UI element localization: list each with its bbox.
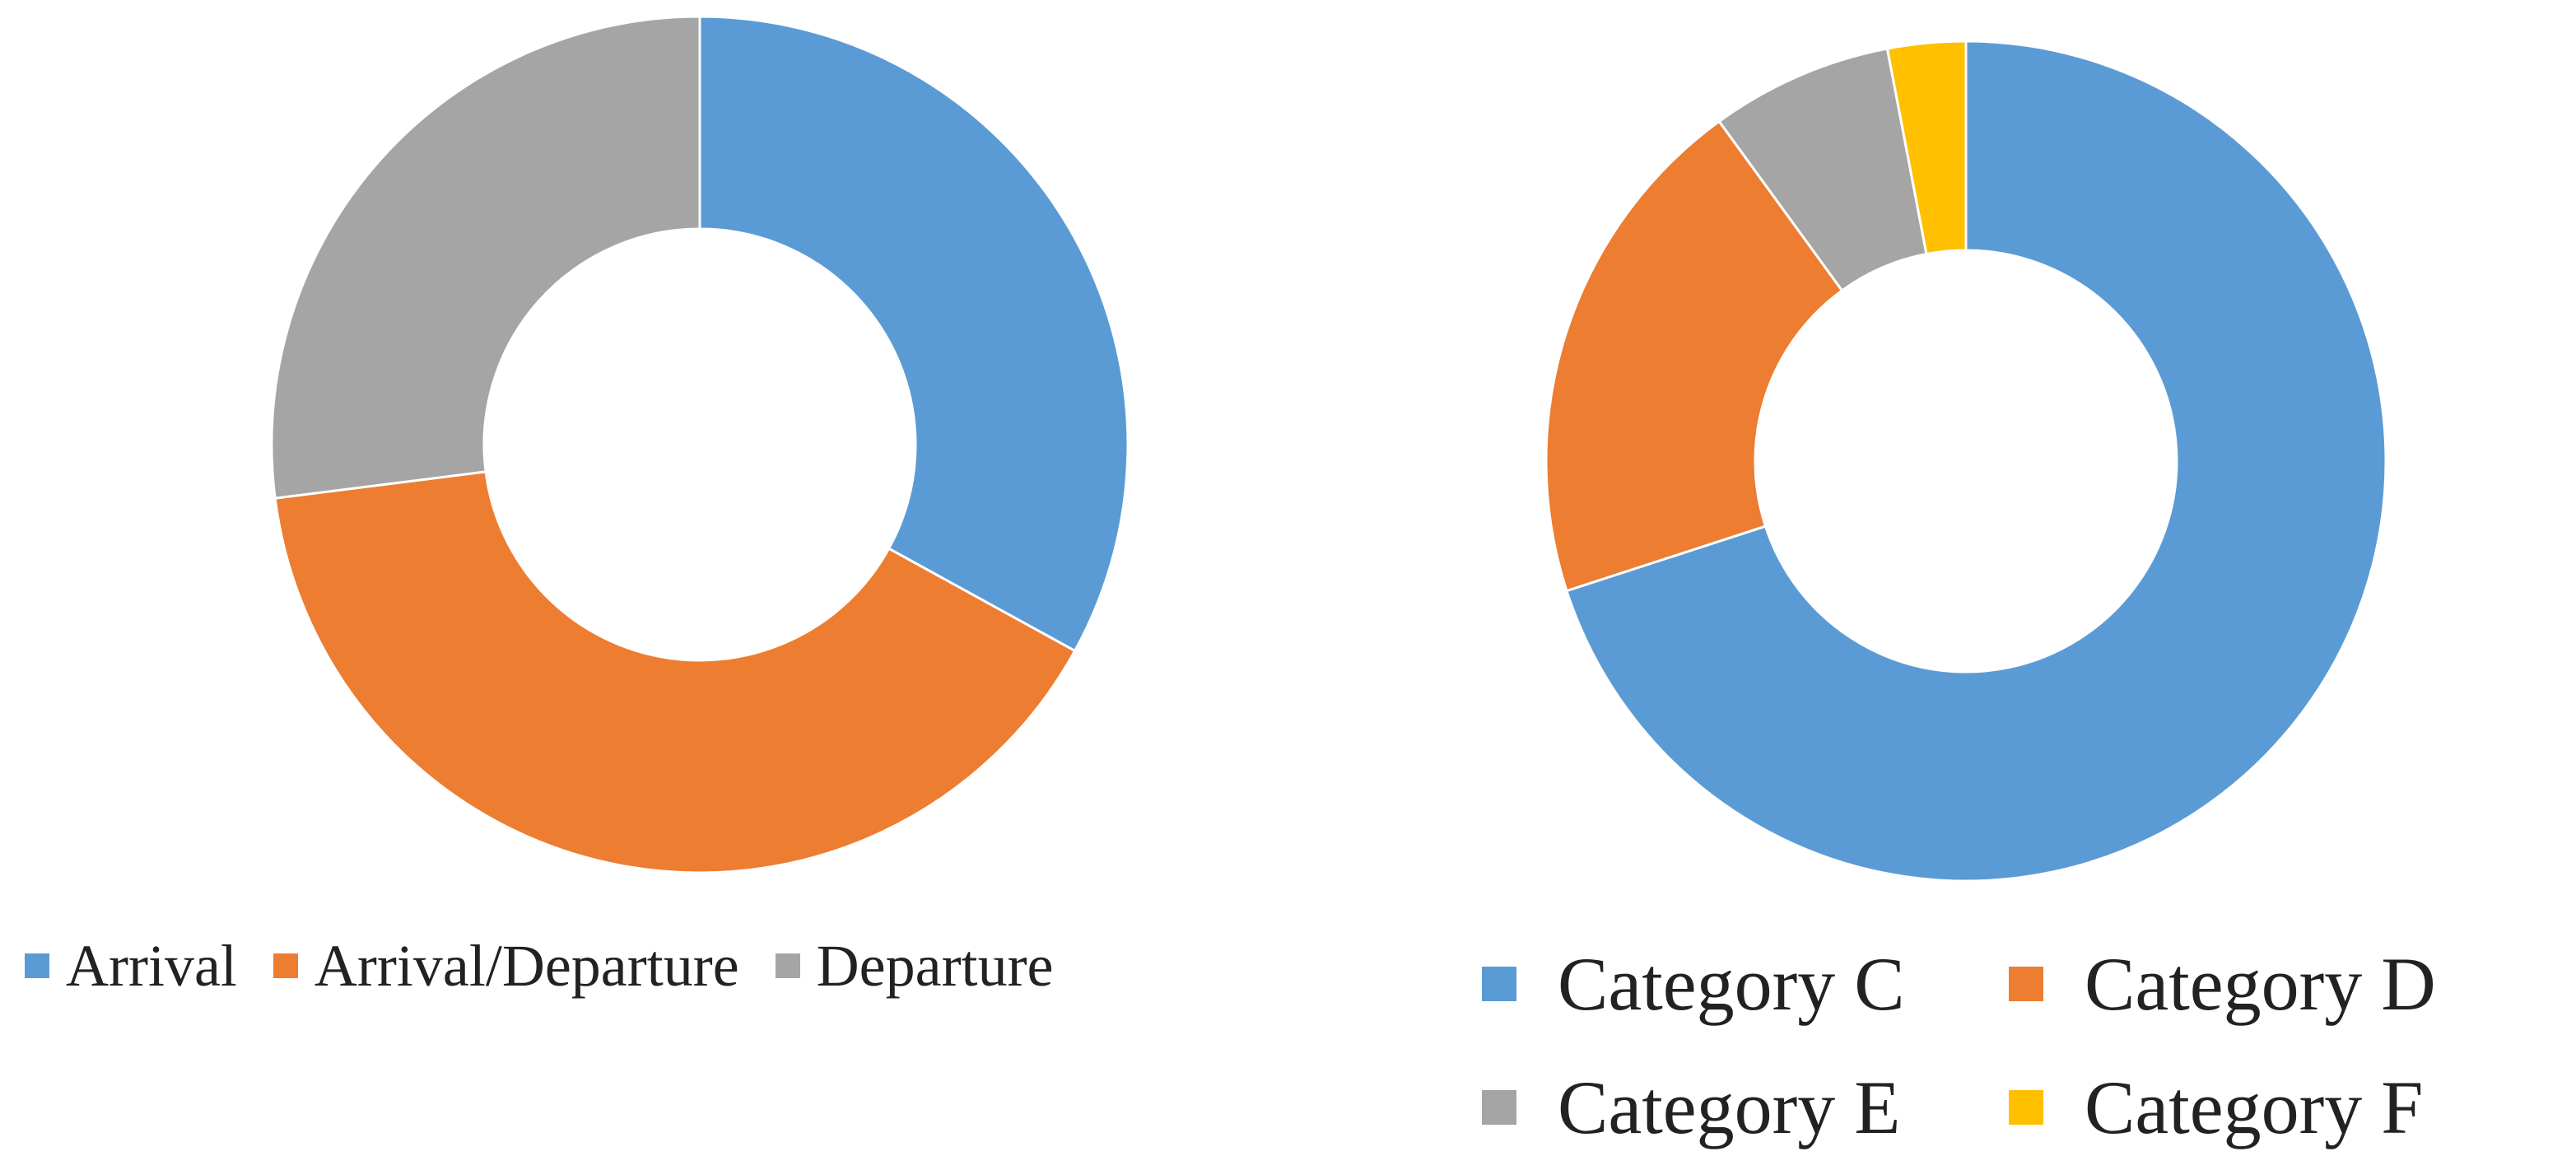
donut-slice-arrival-departure: [273, 470, 1077, 874]
legend-item-category-d: Category D: [2009, 922, 2536, 1046]
donut-slice-departure: [270, 15, 701, 500]
legend-item-category-c: Category C: [1482, 922, 2009, 1046]
legend-label: Arrival: [66, 932, 237, 999]
legend-label: Arrival/Departure: [314, 932, 739, 999]
legend-item-category-f: Category F: [2009, 1046, 2536, 1169]
legend-label: Departure: [816, 932, 1054, 999]
legend-categories: Category C Category D Category E Category F: [1482, 922, 2576, 1169]
legend-item-arrival-departure: Arrival/Departure: [273, 932, 739, 1000]
donut-chart-categories: [1544, 40, 2387, 883]
legend-swatch: [2009, 967, 2043, 1001]
legend-swatch: [2009, 1090, 2043, 1125]
donut-chart-arrival-departure: [270, 15, 1130, 874]
donut-slice-category-d: [1544, 119, 1844, 593]
legend-item-arrival: Arrival: [25, 932, 237, 1000]
legend-swatch: [273, 953, 298, 978]
legend-label: Category C: [1558, 942, 1905, 1026]
legend-label: Category D: [2085, 942, 2436, 1026]
donut-slice-category-c: [1565, 40, 2387, 883]
legend-swatch: [25, 953, 49, 978]
donut-slice-category-f: [1885, 40, 1968, 256]
legend-item-category-e: Category E: [1482, 1046, 2009, 1169]
legend-label: Category E: [1558, 1065, 1901, 1149]
legend-item-departure: Departure: [775, 932, 1054, 1000]
legend-arrival-departure: Arrival Arrival/Departure Departure: [25, 929, 1408, 1003]
legend-swatch: [775, 953, 800, 978]
legend-swatch: [1482, 967, 1516, 1001]
legend-label: Category F: [2085, 1065, 2424, 1149]
donut-slice-arrival: [698, 15, 1130, 653]
legend-swatch: [1482, 1090, 1516, 1125]
